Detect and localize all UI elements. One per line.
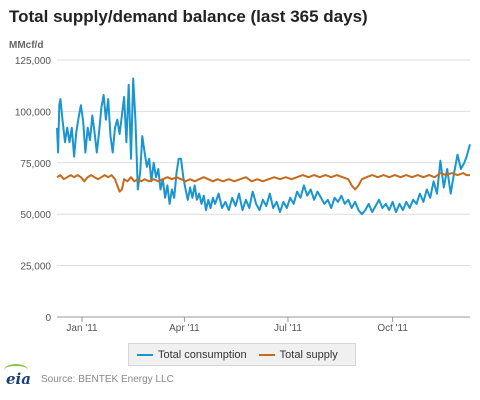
legend-item-supply[interactable]: Total supply [258, 348, 338, 361]
legend-swatch-consumption [137, 353, 153, 356]
series-lines [56, 77, 471, 216]
footer: eia Source: BENTEK Energy LLC [4, 364, 174, 388]
legend-swatch-supply [258, 353, 275, 356]
source-note: Source: BENTEK Energy LLC [40, 373, 174, 385]
eia-logo[interactable]: eia [4, 364, 31, 388]
y-tick-label: 75,000 [20, 159, 51, 170]
x-tick-label: Jan '11 [66, 323, 98, 334]
series-line-consumption [56, 77, 471, 216]
legend: Total consumption Total supply [128, 343, 356, 366]
x-tick-label: Oct '11 [377, 323, 408, 334]
chart-title: Total supply/demand balance (last 365 da… [9, 7, 368, 26]
x-tick-label: Apr '11 [169, 323, 200, 334]
y-tick-label: 50,000 [20, 210, 51, 221]
y-tick-labels: 0 25,000 50,000 75,000 100,000 125,000 [15, 56, 52, 324]
x-tick-label: Jul '11 [274, 323, 302, 334]
y-tick-label: 25,000 [20, 262, 51, 273]
legend-label-consumption: Total consumption [158, 348, 247, 361]
logo-swoosh-icon [4, 364, 28, 376]
line-chart: 0 25,000 50,000 75,000 100,000 125,000 Jan '1… [15, 56, 471, 334]
legend-label-supply: Total supply [279, 348, 338, 361]
x-tick-labels: Jan '11 Apr '11 Jul '11 Oct '11 [66, 323, 408, 334]
y-tick-label: 125,000 [15, 56, 52, 67]
legend-item-consumption[interactable]: Total consumption [137, 349, 247, 361]
y-tick-label: 0 [45, 313, 51, 324]
y-tick-label: 100,000 [15, 107, 52, 118]
series-line-supply [56, 172, 470, 193]
y-axis-unit: MMcf/d [9, 40, 44, 51]
